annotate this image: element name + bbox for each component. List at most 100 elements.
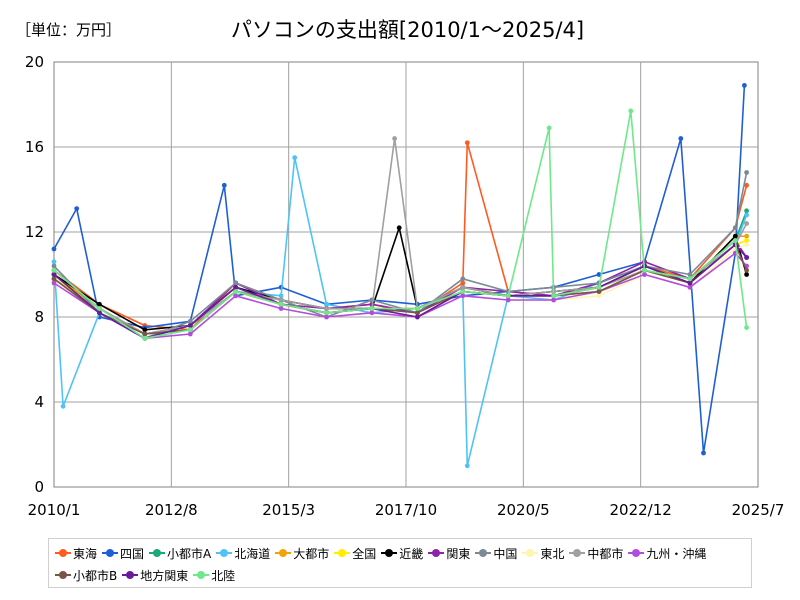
legend-label: 北海道 <box>234 546 271 561</box>
series-point-1 <box>744 182 749 188</box>
legend-label: 関東 <box>446 546 471 561</box>
x-tick-label: 2020/5 <box>497 501 550 519</box>
legend-item: 地方関東 <box>122 564 188 586</box>
legend-item: 関東 <box>428 542 470 564</box>
series-point-13 <box>142 331 148 337</box>
series-point-7 <box>744 272 749 277</box>
series-point-5 <box>744 233 749 239</box>
series-point-14 <box>187 323 193 328</box>
series-point-10 <box>596 293 602 299</box>
legend-swatch <box>193 570 210 580</box>
series-point-15 <box>460 289 466 294</box>
legend-item: 大都市 <box>275 542 329 564</box>
legend-swatch <box>275 548 292 558</box>
legend-label: 近畿 <box>399 546 424 561</box>
series-point-12 <box>551 297 556 303</box>
series-point-2 <box>701 450 706 456</box>
legend-label: 小都市B <box>73 568 118 583</box>
series-point-2 <box>742 83 747 88</box>
legend-swatch <box>102 548 119 558</box>
legend-swatch <box>122 570 139 580</box>
y-tick-label: 20 <box>25 53 44 71</box>
series-point-1 <box>464 140 470 146</box>
series-point-12 <box>369 310 375 316</box>
legend-label: 地方関東 <box>140 568 189 583</box>
legend-item: 中都市 <box>569 542 623 564</box>
series-point-2 <box>596 272 602 277</box>
series-point-15 <box>233 289 239 294</box>
legend-item: 九州・沖縄 <box>628 542 706 564</box>
y-tick-label: 12 <box>25 223 44 241</box>
chart-title: パソコンの支出額[2010/1～2025/4] <box>230 18 585 42</box>
series-point-1 <box>460 280 466 286</box>
legend-label: 全国 <box>352 546 377 561</box>
series-point-15 <box>546 125 552 131</box>
x-tick-label: 2022/12 <box>610 501 672 519</box>
series-point-12 <box>505 297 511 303</box>
series-point-12 <box>324 314 329 320</box>
series-point-15 <box>687 276 693 282</box>
legend-swatch <box>569 548 586 558</box>
legend-swatch <box>381 548 398 558</box>
series-point-15 <box>732 238 738 243</box>
legend-label: 東海 <box>73 546 98 561</box>
series-point-10 <box>744 242 749 248</box>
unit-label: ［単位：万円］ <box>16 21 122 39</box>
series-point-11 <box>324 306 329 311</box>
legend-item: 全国 <box>334 542 376 564</box>
y-tick-label: 16 <box>25 138 44 156</box>
series-line-2 <box>53 85 746 454</box>
legend-item: 東海 <box>55 542 97 564</box>
series-point-9 <box>744 170 749 175</box>
legend-item: 中国 <box>475 542 517 564</box>
legend-swatch <box>334 548 351 558</box>
series-point-12 <box>687 284 693 290</box>
series-point-2 <box>74 206 80 212</box>
series-point-13 <box>596 289 602 294</box>
legend-item: 小都市A <box>149 542 211 564</box>
legend-swatch <box>428 548 445 558</box>
series-point-7 <box>142 327 148 333</box>
series-point-13 <box>744 267 749 273</box>
legend-swatch <box>55 570 71 580</box>
series-point-15 <box>642 267 647 273</box>
series-point-9 <box>460 276 466 282</box>
legend-swatch <box>475 548 492 558</box>
series-point-9 <box>233 280 239 286</box>
series-point-9 <box>187 318 193 324</box>
series-point-2 <box>221 182 227 188</box>
legend-item: 小都市B <box>55 564 117 586</box>
series-point-14 <box>51 272 57 277</box>
x-tick-label: 2017/10 <box>375 501 437 519</box>
legend-swatch <box>522 548 539 558</box>
legend-swatch <box>628 548 645 558</box>
legend-label: 九州・沖縄 <box>646 546 707 561</box>
series-point-4 <box>464 463 470 469</box>
series-point-4 <box>278 293 284 299</box>
series-point-15 <box>278 301 284 307</box>
series-point-15 <box>51 267 57 273</box>
series-point-7 <box>732 233 738 239</box>
series-point-15 <box>505 293 511 299</box>
series-point-11 <box>392 136 397 141</box>
legend-item: 四国 <box>102 542 144 564</box>
series-point-12 <box>233 293 239 299</box>
series-point-15 <box>596 284 602 290</box>
series-point-7 <box>97 301 102 307</box>
series-point-13 <box>51 276 57 282</box>
series-point-14 <box>97 310 102 316</box>
series-point-13 <box>415 310 420 316</box>
series-point-15 <box>97 306 102 311</box>
legend-item: 近畿 <box>381 542 423 564</box>
series-point-9 <box>687 272 693 277</box>
series-point-15 <box>628 108 634 114</box>
series-point-4 <box>51 259 57 265</box>
legend-label: 大都市 <box>293 546 330 561</box>
legend-item: 北海道 <box>216 542 270 564</box>
series-point-11 <box>744 221 749 226</box>
series-point-11 <box>278 297 284 303</box>
series-point-15 <box>415 306 420 311</box>
y-tick-label: 8 <box>34 308 44 326</box>
legend-item: 北陸 <box>193 564 235 586</box>
